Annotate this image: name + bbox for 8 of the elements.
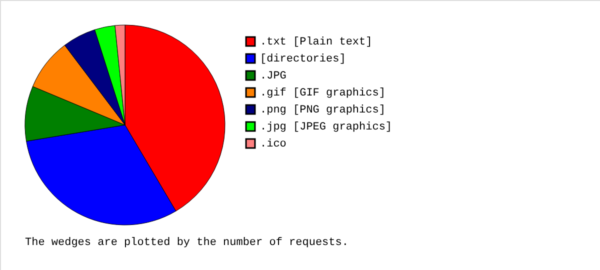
legend-label: .gif [GIF graphics] xyxy=(260,88,386,100)
legend-label: .txt [Plain text] xyxy=(260,36,372,48)
legend-label: .JPG xyxy=(260,70,286,82)
legend-label: .png [PNG graphics] xyxy=(260,104,386,116)
legend-label: .jpg [JPEG graphics] xyxy=(260,122,392,134)
text: The wedges are plotted by the number of requests. xyxy=(25,237,348,249)
legend-label: [directories] xyxy=(260,54,346,66)
legend-label: .ico xyxy=(260,138,286,150)
